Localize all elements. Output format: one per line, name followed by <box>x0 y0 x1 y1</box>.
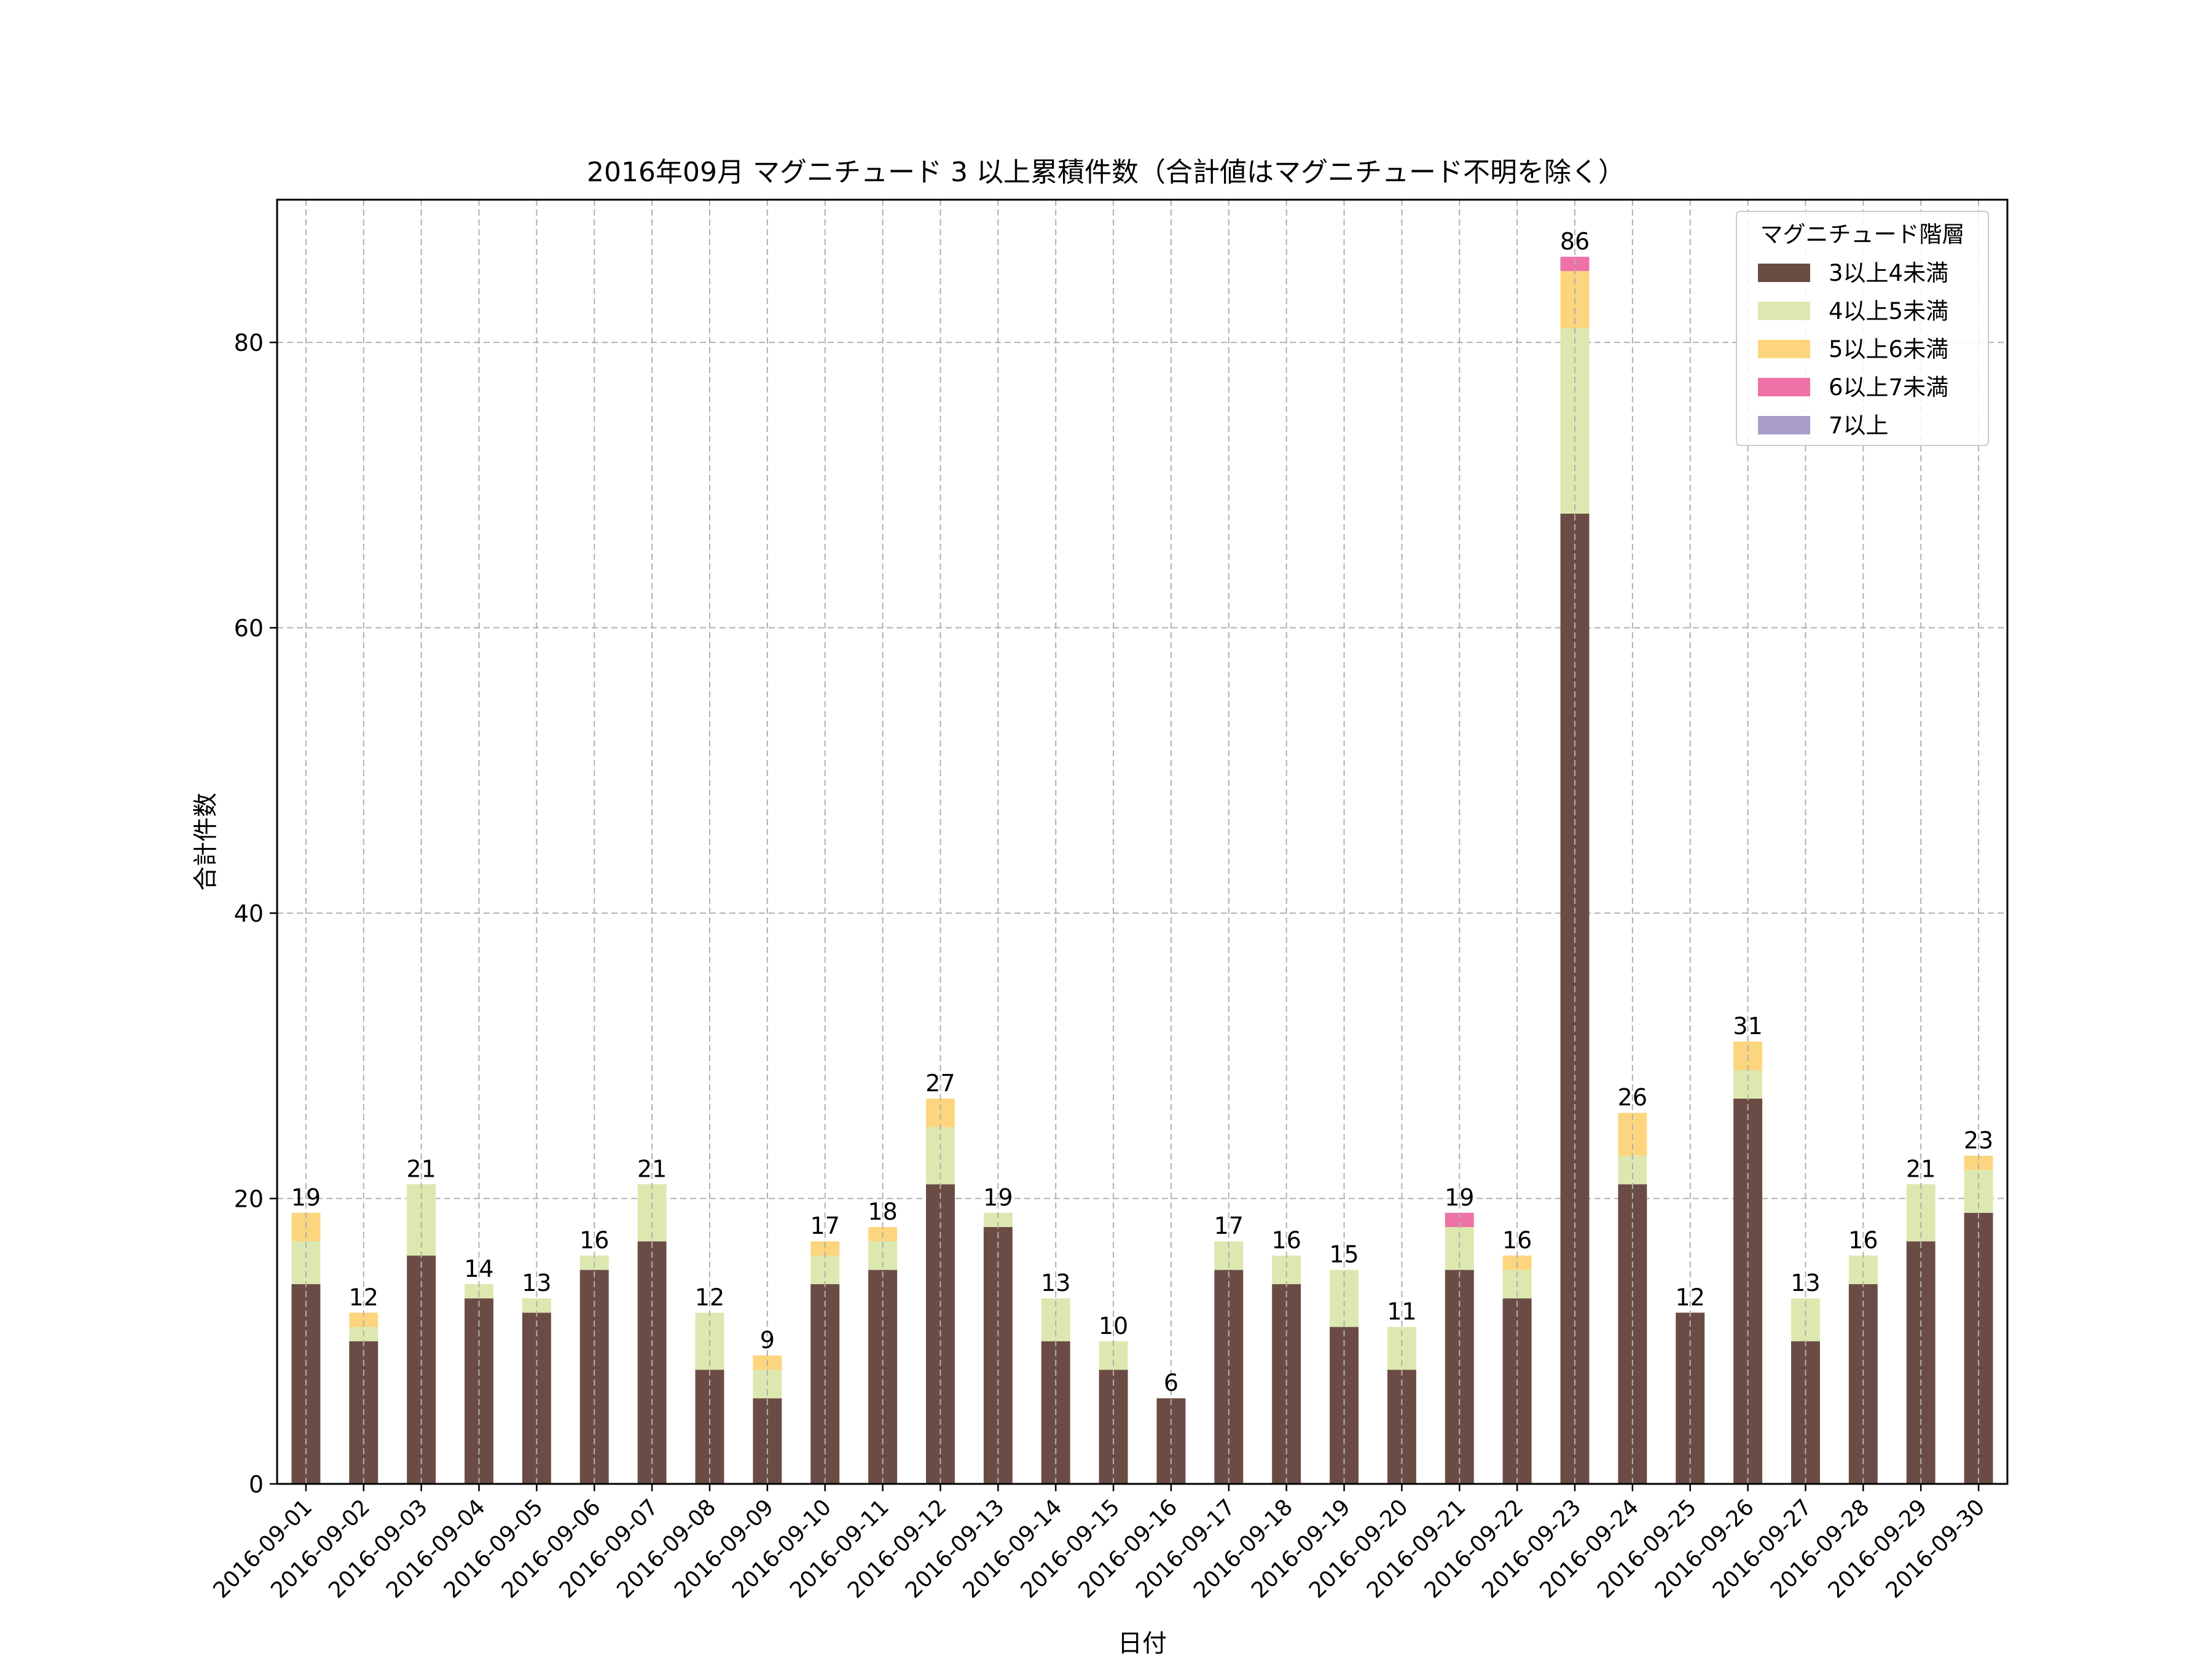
data-label: 16 <box>1502 1226 1532 1253</box>
data-label: 23 <box>1964 1127 1993 1154</box>
legend-entry: 7以上 <box>1829 412 1889 439</box>
y-tick-label: 20 <box>234 1186 264 1213</box>
bar-segment <box>1272 1255 1301 1284</box>
bar-segment <box>1330 1269 1359 1327</box>
data-label: 18 <box>868 1198 897 1225</box>
legend: マグニチュード階層 3以上4未満 4以上5未満 5以上6未満 6以上7未満 7以上 <box>1736 211 1989 446</box>
y-tick-label: 60 <box>234 615 264 642</box>
legend-entry: 3以上4未満 <box>1829 260 1948 286</box>
data-label: 21 <box>1906 1155 1936 1182</box>
data-labels: 19 12 21 14 13 16 21 12 9 17 18 27 19 13 10 6 17 16 15 11 19… <box>291 228 1993 1397</box>
data-label: 12 <box>695 1284 724 1311</box>
data-label: 14 <box>464 1255 493 1282</box>
bar-segment <box>1099 1370 1128 1484</box>
bar-segment <box>1387 1370 1416 1484</box>
legend-entry: 5以上6未満 <box>1829 336 1948 363</box>
data-label: 31 <box>1733 1013 1762 1040</box>
bar-segment <box>1964 1155 1993 1171</box>
data-label: 11 <box>1387 1298 1416 1325</box>
data-label: 16 <box>1848 1226 1878 1253</box>
data-label: 19 <box>291 1184 321 1211</box>
bar-segment <box>810 1255 840 1284</box>
data-label: 13 <box>1790 1269 1820 1296</box>
grid <box>277 342 2007 1199</box>
y-axis: 0 20 40 60 80 <box>234 329 277 1498</box>
data-label: 21 <box>637 1155 667 1182</box>
y-axis-label: 合計件数 <box>192 793 220 891</box>
data-label: 15 <box>1329 1241 1359 1268</box>
data-label: 19 <box>983 1184 1013 1211</box>
bar-segment <box>1848 1255 1878 1284</box>
bar-segment <box>349 1312 378 1327</box>
data-label: 10 <box>1099 1312 1128 1339</box>
legend-swatch <box>1758 416 1810 434</box>
bar-segment <box>926 1099 955 1128</box>
legend-entry: 6以上7未満 <box>1829 374 1948 401</box>
data-label: 86 <box>1560 228 1590 255</box>
legend-title: マグニチュード階層 <box>1760 221 1965 248</box>
data-label: 19 <box>1445 1184 1474 1211</box>
legend-swatch <box>1758 264 1810 282</box>
data-label: 17 <box>810 1212 840 1239</box>
y-tick-label: 40 <box>234 900 264 927</box>
legend-swatch <box>1758 302 1810 320</box>
legend-swatch <box>1758 340 1810 358</box>
y-tick-label: 0 <box>249 1471 264 1498</box>
data-label: 12 <box>1676 1284 1705 1311</box>
data-label: 9 <box>760 1327 775 1354</box>
legend-entry: 4以上5未満 <box>1829 298 1948 324</box>
data-label: 6 <box>1164 1370 1179 1397</box>
data-label: 17 <box>1214 1212 1244 1239</box>
data-label: 12 <box>349 1284 378 1311</box>
bar-segment <box>1445 1212 1474 1227</box>
plot-frame <box>276 198 2009 1485</box>
bar-segment <box>983 1212 1013 1227</box>
legend-swatch <box>1758 378 1810 396</box>
x-axis: 2016-09-012016-09-022016-09-032016-09-04… <box>208 1484 1990 1603</box>
bar-segment <box>695 1370 724 1484</box>
data-label: 13 <box>1041 1269 1070 1296</box>
y-tick-label: 80 <box>234 329 264 356</box>
data-label: 27 <box>925 1070 955 1097</box>
data-label: 16 <box>1271 1226 1301 1253</box>
data-label: 16 <box>579 1226 609 1253</box>
grid-x <box>305 200 1980 1484</box>
x-tick-label: 2016-09-01 <box>208 1494 317 1603</box>
data-label: 26 <box>1618 1084 1647 1111</box>
bar-segment <box>810 1241 840 1256</box>
data-label: 21 <box>406 1155 436 1182</box>
data-label: 13 <box>522 1269 551 1296</box>
x-axis-label: 日付 <box>1118 1630 1167 1658</box>
bar-segment <box>1618 1155 1647 1185</box>
chart-title: 2016年09月 マグニチュード 3 以上累積件数（合計値はマグニチュード不明を… <box>587 157 1625 188</box>
